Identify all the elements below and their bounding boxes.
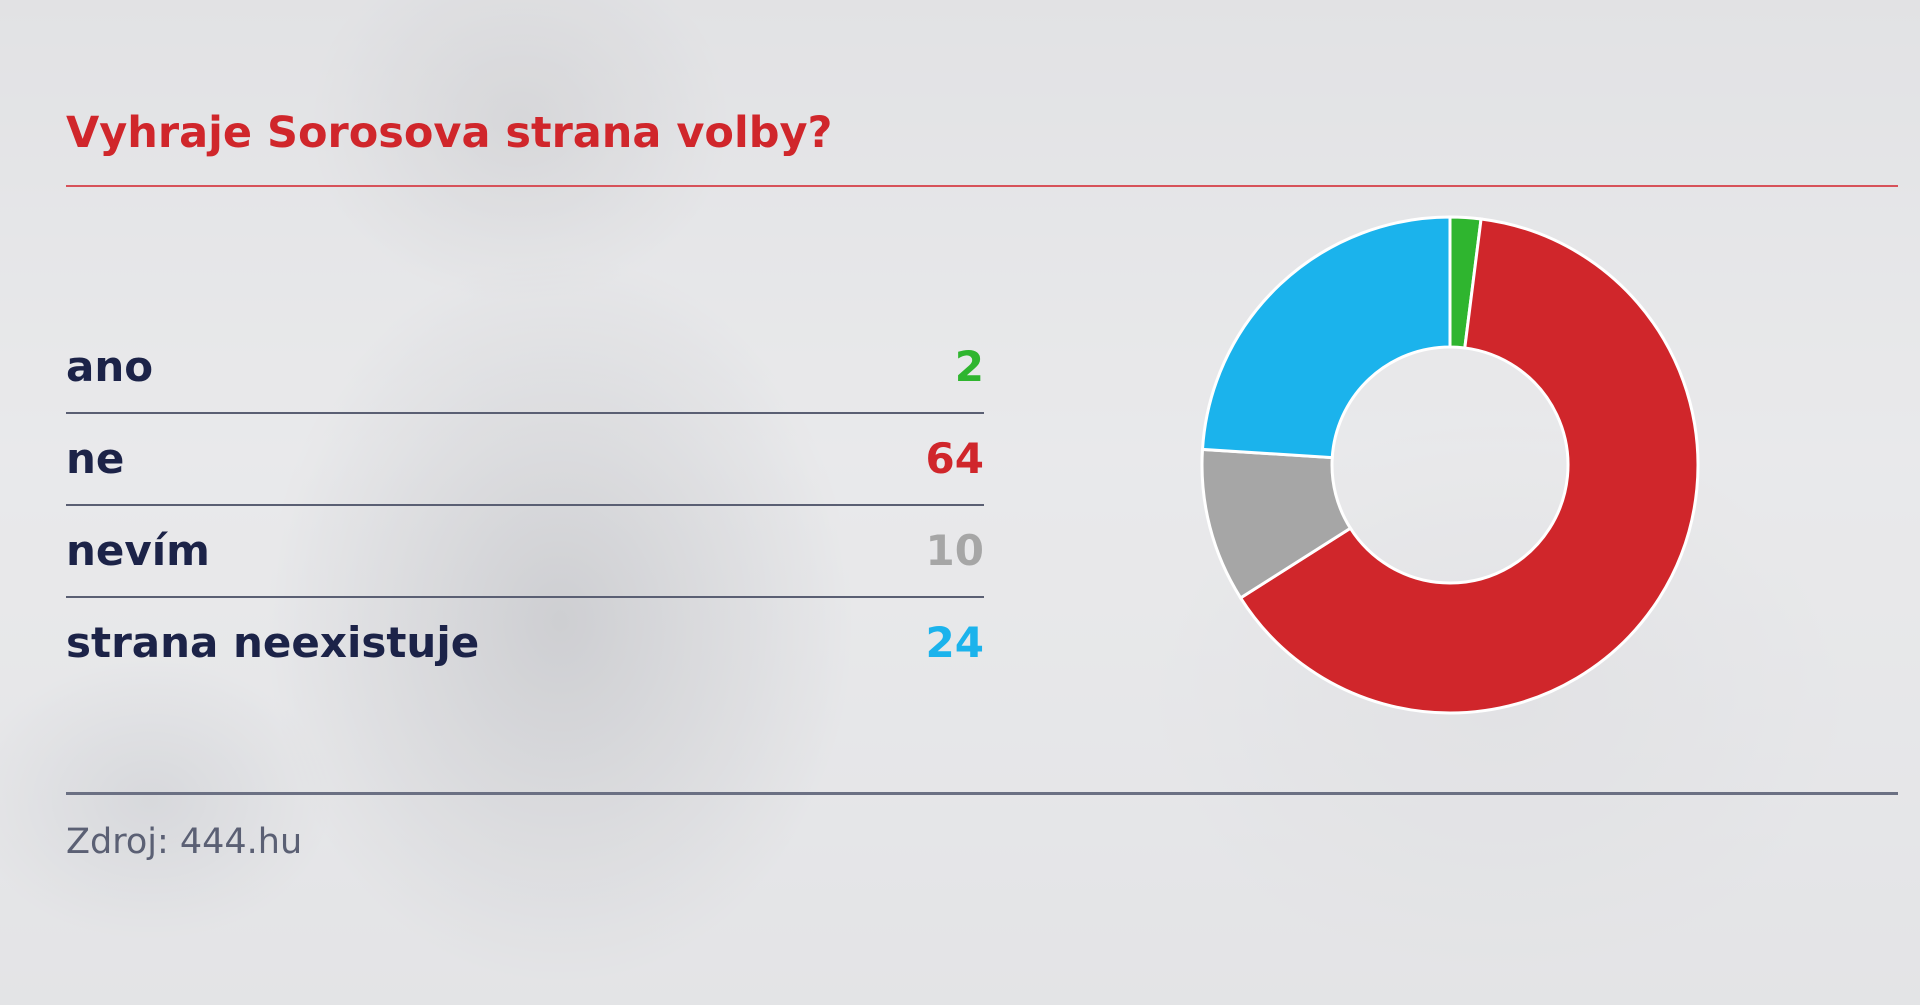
legend-value: 10 [925,526,984,575]
legend-row-strana-neexistuje: strana neexistuje 24 [66,598,984,688]
source-note: Zdroj: 444.hu [66,822,303,862]
legend-label: ne [66,434,125,483]
legend-label: strana neexistuje [66,618,480,667]
legend-label: nevím [66,526,210,575]
legend-table: ano 2 ne 64 nevím 10 strana neexistuje 2… [66,322,984,688]
legend-row-nevim: nevím 10 [66,506,984,598]
donut-chart [1200,215,1700,715]
legend-row-ne: ne 64 [66,414,984,506]
title-divider [66,185,1898,187]
legend-value: 64 [925,434,984,483]
legend-label: ano [66,342,154,391]
legend-value: 24 [925,618,984,667]
legend-value: 2 [954,342,984,391]
footer-divider [66,792,1898,795]
chart-title: Vyhraje Sorosova strana volby? [66,108,833,158]
donut-slice-strana-neexistuje [1200,215,1452,460]
donut-slice-ne [1238,217,1700,715]
legend-row-ano: ano 2 [66,322,984,414]
